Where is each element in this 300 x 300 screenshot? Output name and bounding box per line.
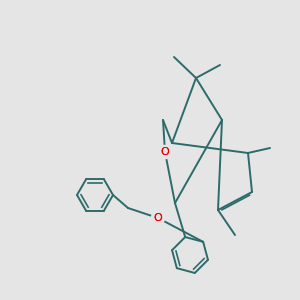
Text: O: O: [160, 147, 169, 157]
Text: O: O: [154, 213, 162, 223]
Circle shape: [158, 146, 172, 159]
Circle shape: [152, 212, 165, 225]
Text: O: O: [160, 147, 169, 157]
Text: O: O: [154, 213, 162, 223]
